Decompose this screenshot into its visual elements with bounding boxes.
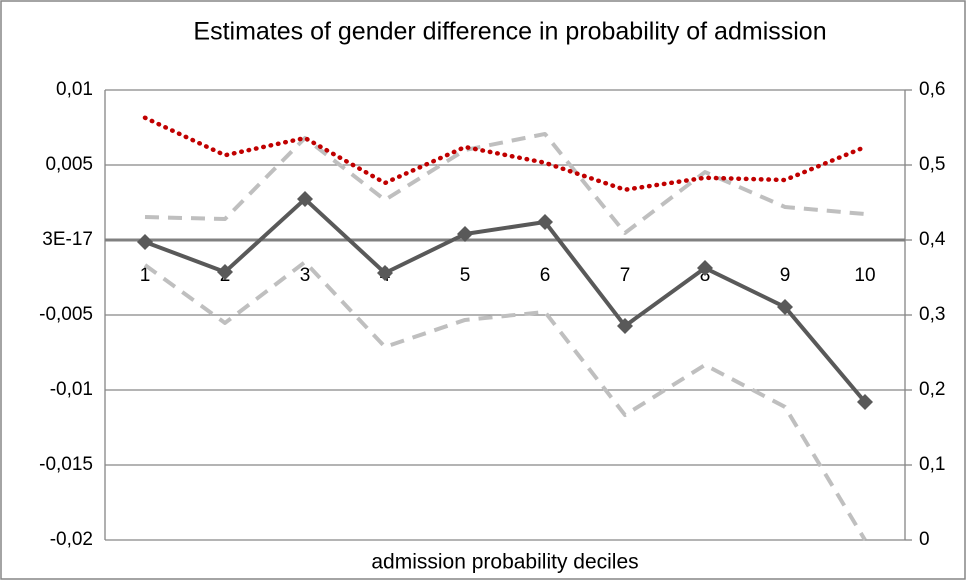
series-line: [144, 197, 867, 404]
data-point: [697, 260, 713, 277]
chart-title: Estimates of gender difference in probab…: [193, 18, 826, 46]
x-tick-label: 10: [854, 265, 875, 286]
y2-tick-label: 0,5: [919, 154, 945, 175]
data-point: [457, 226, 473, 242]
x-tick-label: 6: [540, 265, 551, 286]
x-tick-label: 9: [780, 265, 791, 286]
y-tick-label: -0,02: [50, 529, 93, 550]
y-tick-label: 0,01: [56, 79, 93, 100]
series-line: [144, 131, 866, 235]
x-tick-label: 1: [140, 265, 151, 286]
data-point: [617, 317, 633, 334]
y2-tick-label: 0,2: [919, 379, 945, 400]
data-point: [857, 394, 873, 410]
series-line: [142, 115, 868, 192]
y2-tick-label: 0,1: [919, 454, 945, 475]
y-tick-label: -0,015: [39, 454, 93, 475]
y-tick-label: -0,005: [39, 304, 93, 325]
data-point: [777, 299, 793, 316]
data-point: [217, 263, 233, 280]
x-axis-title: admission probability deciles: [371, 551, 638, 574]
data-point: [377, 265, 393, 281]
y2-tick-label: 0,3: [919, 304, 945, 325]
data-point: [537, 214, 553, 230]
data-point: [297, 191, 313, 208]
y-tick-label: 0,005: [45, 154, 93, 175]
x-tick-label: 7: [620, 265, 631, 286]
series-line: [143, 260, 867, 542]
y2-tick-label: 0,6: [919, 79, 945, 100]
x-tick-label: 5: [460, 265, 471, 286]
y2-tick-label: 0: [919, 529, 930, 550]
x-tick-label: 3: [300, 265, 311, 286]
y-tick-label: 3E-17: [42, 229, 93, 250]
y-tick-label: -0,01: [50, 379, 93, 400]
data-point: [137, 233, 153, 250]
y2-tick-label: 0,4: [919, 229, 946, 250]
